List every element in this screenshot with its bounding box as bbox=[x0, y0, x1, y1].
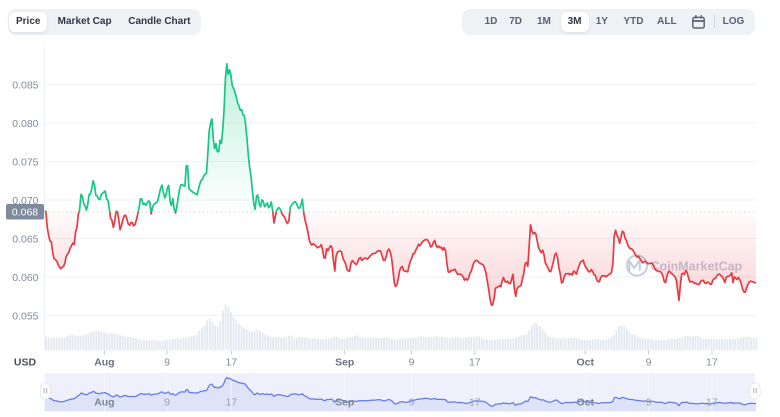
svg-text:0.075: 0.075 bbox=[12, 156, 38, 168]
svg-text:17: 17 bbox=[469, 397, 481, 409]
svg-text:0.085: 0.085 bbox=[12, 79, 38, 91]
svg-text:17: 17 bbox=[706, 397, 718, 409]
svg-text:Aug: Aug bbox=[94, 357, 114, 369]
svg-text:9: 9 bbox=[164, 357, 170, 369]
svg-text:17: 17 bbox=[225, 357, 237, 369]
svg-text:0.080: 0.080 bbox=[12, 118, 38, 130]
svg-text:9: 9 bbox=[409, 357, 415, 369]
svg-text:9: 9 bbox=[409, 397, 415, 409]
svg-text:17: 17 bbox=[469, 357, 481, 369]
svg-text:0.055: 0.055 bbox=[12, 310, 38, 322]
svg-text:0.060: 0.060 bbox=[12, 272, 38, 284]
svg-text:17: 17 bbox=[225, 397, 237, 409]
svg-text:Sep: Sep bbox=[335, 357, 354, 369]
svg-text:9: 9 bbox=[164, 397, 170, 409]
svg-text:Sep: Sep bbox=[335, 397, 354, 409]
svg-text:9: 9 bbox=[646, 357, 652, 369]
svg-text:USD: USD bbox=[14, 357, 37, 369]
svg-text:9: 9 bbox=[646, 397, 652, 409]
svg-text:Aug: Aug bbox=[94, 397, 114, 409]
svg-text:0.065: 0.065 bbox=[12, 233, 38, 245]
svg-text:Oct: Oct bbox=[576, 397, 594, 409]
svg-text:0.068: 0.068 bbox=[12, 207, 38, 219]
svg-text:17: 17 bbox=[706, 357, 718, 369]
svg-text:Oct: Oct bbox=[576, 357, 594, 369]
svg-text:0.070: 0.070 bbox=[12, 195, 38, 207]
